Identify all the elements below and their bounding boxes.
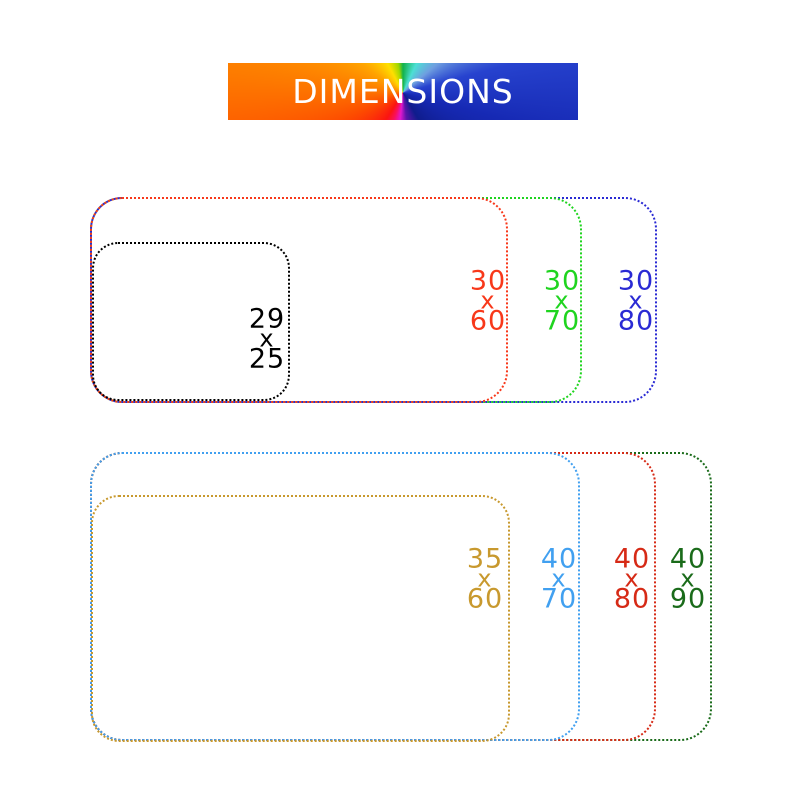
- size-separator: x: [554, 286, 570, 315]
- size-dim2: 25: [248, 343, 286, 375]
- size-dim2: 60: [469, 305, 507, 337]
- size-dim2: 70: [540, 583, 578, 615]
- size-label-30x60: 30 x 60: [469, 265, 507, 337]
- size-label-40x80: 40 x 80: [613, 543, 651, 615]
- size-label-35x60: 35 x 60: [466, 543, 504, 615]
- size-dim2: 60: [466, 583, 504, 615]
- size-separator: x: [259, 324, 275, 353]
- title-banner: DIMENSIONS: [228, 63, 578, 120]
- size-dim1: 40: [669, 543, 707, 575]
- size-separator: x: [480, 286, 496, 315]
- size-dim1: 29: [248, 303, 286, 335]
- size-dim2: 80: [613, 583, 651, 615]
- size-separator: x: [477, 564, 493, 593]
- size-dim1: 40: [540, 543, 578, 575]
- size-label-40x90: 40 x 90: [669, 543, 707, 615]
- size-dim1: 40: [613, 543, 651, 575]
- size-separator: x: [628, 286, 644, 315]
- size-separator: x: [551, 564, 567, 593]
- size-outline-30x60: [90, 197, 508, 403]
- size-dim1: 30: [617, 265, 655, 297]
- size-label-29x25: 29 x 25: [248, 303, 286, 375]
- size-outline-29x25: [92, 242, 290, 401]
- size-separator: x: [680, 564, 696, 593]
- size-label-30x70: 30 x 70: [543, 265, 581, 337]
- size-dim1: 35: [466, 543, 504, 575]
- size-separator: x: [624, 564, 640, 593]
- size-outline-35x60: [91, 495, 510, 742]
- size-dim2: 70: [543, 305, 581, 337]
- size-dim1: 30: [543, 265, 581, 297]
- size-dim1: 30: [469, 265, 507, 297]
- page-title: DIMENSIONS: [292, 72, 514, 111]
- size-dim2: 80: [617, 305, 655, 337]
- size-label-40x70: 40 x 70: [540, 543, 578, 615]
- size-dim2: 90: [669, 583, 707, 615]
- size-label-30x80: 30 x 80: [617, 265, 655, 337]
